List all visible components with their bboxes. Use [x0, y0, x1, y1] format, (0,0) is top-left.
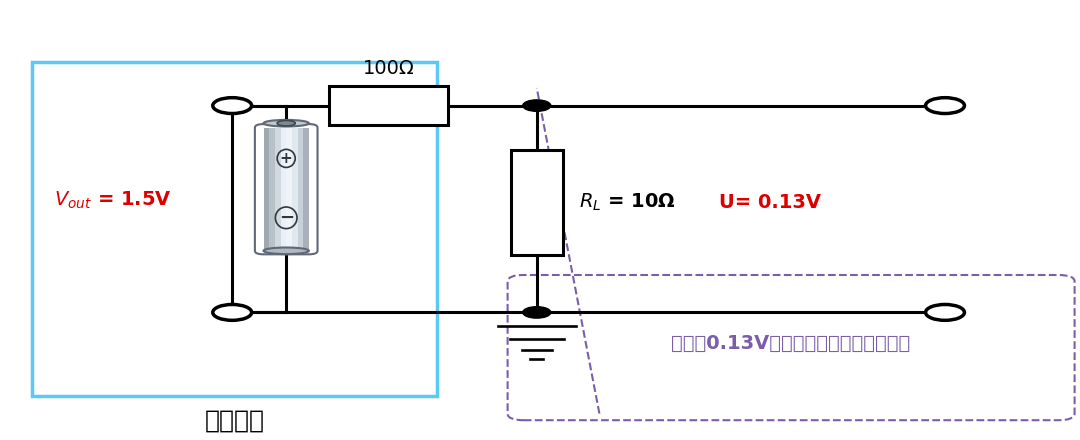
Bar — [511, 150, 563, 255]
Bar — [264, 128, 269, 251]
Ellipse shape — [264, 120, 309, 127]
Circle shape — [926, 98, 964, 114]
Bar — [286, 128, 292, 251]
Text: $R_L$ = 10Ω: $R_L$ = 10Ω — [579, 192, 676, 213]
Circle shape — [213, 304, 252, 320]
Bar — [303, 128, 309, 251]
Bar — [298, 128, 303, 251]
Ellipse shape — [278, 121, 295, 126]
Circle shape — [523, 307, 551, 318]
Bar — [329, 86, 448, 125]
Circle shape — [926, 304, 964, 320]
Ellipse shape — [264, 247, 309, 254]
Bar — [274, 128, 281, 251]
Text: 100Ω: 100Ω — [363, 59, 415, 78]
Text: −: − — [279, 209, 294, 227]
Text: 输出模块: 输出模块 — [205, 408, 265, 432]
Text: $V_{out}$ = 1.5V: $V_{out}$ = 1.5V — [54, 190, 172, 211]
Bar — [292, 128, 298, 251]
Bar — [269, 128, 274, 251]
Text: 我只有0.13V？你这是什么鸟垃圾电源！: 我只有0.13V？你这是什么鸟垃圾电源！ — [672, 334, 910, 353]
Bar — [281, 128, 286, 251]
Circle shape — [213, 98, 252, 114]
Circle shape — [523, 100, 551, 111]
Text: U= 0.13V: U= 0.13V — [719, 193, 821, 212]
Text: +: + — [280, 151, 293, 166]
